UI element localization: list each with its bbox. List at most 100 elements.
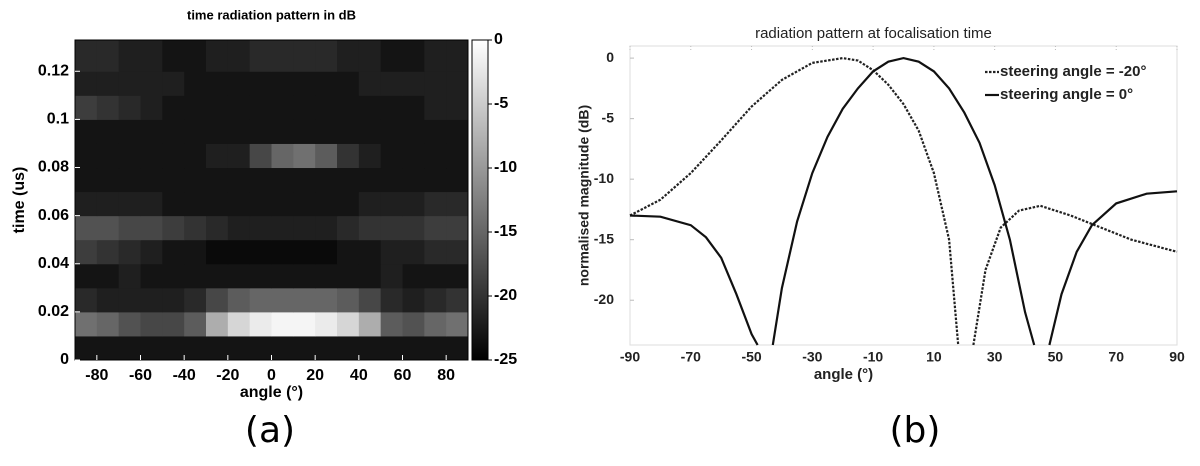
heat-cell xyxy=(380,263,403,289)
heat-cell xyxy=(140,335,163,361)
heat-cell xyxy=(446,40,469,72)
heat-cell xyxy=(227,215,251,241)
heat-cell xyxy=(249,335,272,361)
y-tick-label: -10 xyxy=(594,170,614,186)
heat-cell xyxy=(271,95,294,120)
heat-cell xyxy=(118,167,141,193)
y-tick-label: 0.06 xyxy=(38,207,69,224)
heat-cell xyxy=(293,143,316,169)
heat-cell xyxy=(337,95,360,120)
heat-cell xyxy=(75,287,98,313)
heat-cell xyxy=(75,167,98,193)
heat-cell xyxy=(75,335,98,361)
heat-cell xyxy=(337,335,360,361)
heat-cell xyxy=(271,40,294,72)
x-tick-label: 0 xyxy=(267,367,276,384)
heat-cell xyxy=(315,119,338,144)
heat-cell xyxy=(358,40,382,72)
heat-cell xyxy=(446,311,469,337)
heat-cell xyxy=(380,71,403,96)
heat-cell xyxy=(380,191,403,217)
heat-cell xyxy=(315,40,338,72)
heat-cell xyxy=(227,335,251,361)
x-tick-label: 60 xyxy=(394,367,412,384)
heat-cell xyxy=(140,167,163,193)
heat-cell xyxy=(293,119,316,144)
heat-cell xyxy=(271,191,294,217)
heat-cell xyxy=(337,143,360,169)
y-tick-label: 0 xyxy=(606,49,614,65)
heat-cell xyxy=(358,119,382,144)
heat-cell xyxy=(162,119,185,144)
heat-cell xyxy=(271,311,294,337)
heat-cell xyxy=(402,215,425,241)
heat-cell xyxy=(206,311,229,337)
heat-cell xyxy=(358,263,382,289)
y-tick-label: 0.02 xyxy=(38,303,69,320)
heat-cell xyxy=(162,335,185,361)
heat-cell xyxy=(424,40,447,72)
heat-cell xyxy=(358,191,382,217)
heat-cell xyxy=(249,215,272,241)
heat-cell xyxy=(380,143,403,169)
heat-cell xyxy=(96,71,120,96)
heat-cell xyxy=(206,335,229,361)
heat-cell xyxy=(184,71,207,96)
heat-cell xyxy=(206,287,229,313)
heat-cell xyxy=(118,71,141,96)
y-tick-label: 0.08 xyxy=(38,159,69,176)
heat-cell xyxy=(380,215,403,241)
heat-cell xyxy=(446,119,469,144)
heat-cell xyxy=(424,95,447,120)
heat-cell xyxy=(424,71,447,96)
heat-cell xyxy=(402,167,425,193)
series-line xyxy=(629,56,1178,346)
heat-cell xyxy=(162,71,185,96)
heat-cell xyxy=(380,287,403,313)
heat-cell xyxy=(337,215,360,241)
heat-cell xyxy=(227,95,251,120)
heat-cell xyxy=(227,71,251,96)
heat-cell xyxy=(358,143,382,169)
heat-cell xyxy=(271,167,294,193)
heat-cell xyxy=(96,167,120,193)
heat-cell xyxy=(140,263,163,289)
heat-cell xyxy=(118,95,141,120)
heat-cell xyxy=(249,191,272,217)
y-tick-label: 0.04 xyxy=(38,255,69,272)
heat-cell xyxy=(184,95,207,120)
heat-cell xyxy=(402,263,425,289)
heat-cell xyxy=(402,71,425,96)
heat-cell xyxy=(271,143,294,169)
heat-cell xyxy=(315,263,338,289)
heat-cell xyxy=(206,40,229,72)
heat-cell xyxy=(96,239,120,265)
heat-cell xyxy=(206,263,229,289)
heat-cell xyxy=(424,143,447,169)
heat-cell xyxy=(402,191,425,217)
heat-cell xyxy=(446,335,469,361)
heat-cell xyxy=(75,239,98,265)
colorbar-tick-label: -25 xyxy=(494,351,517,368)
colorbar-tick-label: 0 xyxy=(494,31,503,48)
heat-cell xyxy=(75,311,98,337)
heat-cell xyxy=(140,143,163,169)
heat-cell xyxy=(140,40,163,72)
heat-cell xyxy=(249,71,272,96)
legend-label: steering angle = -20° xyxy=(1000,63,1146,80)
heat-cell xyxy=(249,239,272,265)
heat-cell xyxy=(315,335,338,361)
heat-cell xyxy=(96,40,120,72)
x-tick-label: 50 xyxy=(1048,349,1064,365)
heat-cell xyxy=(315,239,338,265)
heat-cell xyxy=(424,215,447,241)
heat-cell xyxy=(140,95,163,120)
x-tick-label: 70 xyxy=(1108,349,1124,365)
heat-cell xyxy=(184,167,207,193)
heat-cell xyxy=(162,287,185,313)
panel-caption: (b) xyxy=(890,410,941,451)
heat-cell xyxy=(424,119,447,144)
x-tick-label: -40 xyxy=(173,367,196,384)
heat-cell xyxy=(227,263,251,289)
plot-frame xyxy=(629,45,1178,346)
